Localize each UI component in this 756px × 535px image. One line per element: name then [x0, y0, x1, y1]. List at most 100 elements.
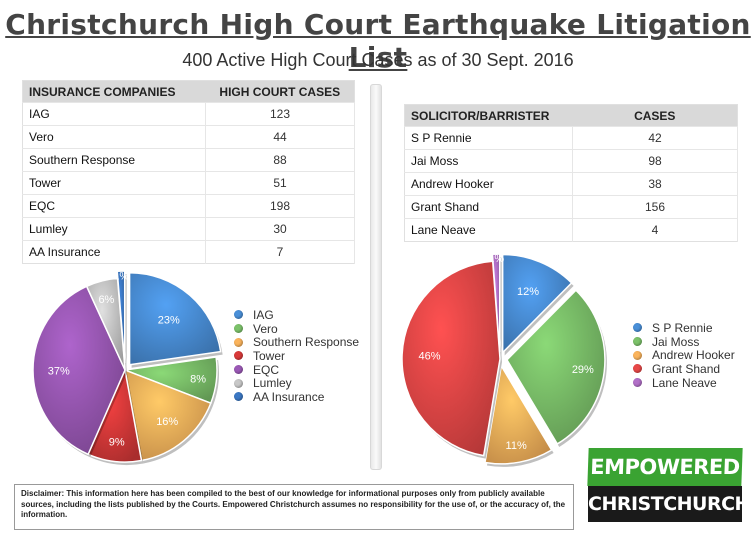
- pie-slice-aa-insurance: [116, 270, 126, 364]
- insurance-pie-chart: 23% 8% 16% 9% 37% 6% 1%: [32, 270, 223, 465]
- page-subtitle: 400 Active High Court Cases as of 30 Sep…: [182, 50, 574, 70]
- pie-label-eqc: 37%: [48, 366, 70, 378]
- pie-slice-grant-shand: [401, 260, 501, 457]
- legend-label-andrew-hooker: Andrew Hooker: [652, 348, 735, 363]
- insurance-row-southern-response: Southern Response 88: [22, 148, 355, 172]
- solicitor-header-name: SOLICITOR/BARRISTER: [404, 104, 573, 127]
- legend-swatch-andrew-hooker: [633, 350, 642, 360]
- legend-swatch-southern-response: [234, 337, 243, 347]
- pie-slice-jai-moss: [506, 289, 606, 445]
- insurance-row-lumley: Lumley 30: [22, 217, 355, 241]
- solicitor-row-grant-shand: Grant Shand 156: [404, 195, 738, 219]
- solicitor-cases-cell: 156: [572, 195, 738, 219]
- logo-line-1: EMPOWERED: [587, 448, 743, 486]
- legend-swatch-lane-neave: [633, 378, 642, 388]
- legend-swatch-aa-insurance: [234, 392, 243, 402]
- insurance-cases-cell: 123: [205, 102, 355, 126]
- solicitor-pie-chart: 12% 29% 11% 46% 1%: [401, 253, 607, 467]
- pie-label-grant-shand: 46%: [419, 351, 441, 363]
- legend-label-tower: Tower: [253, 348, 286, 363]
- legend-label-jai-moss: Jai Moss: [652, 334, 700, 349]
- pie-slice-iag: [128, 271, 222, 366]
- center-divider: [370, 84, 382, 470]
- empowered-christchurch-logo: EMPOWERED CHRISTCHURCH: [587, 448, 750, 522]
- legend-item-tower: Tower: [234, 349, 359, 363]
- pie-label-lumley: 6%: [98, 294, 114, 306]
- legend-item-andrew-hooker: Andrew Hooker: [633, 348, 735, 362]
- insurance-row-vero: Vero 44: [22, 125, 355, 149]
- insurance-companies-table: INSURANCE COMPANIES HIGH COURT CASES IAG…: [22, 80, 355, 264]
- solicitor-cases-cell: 4: [572, 218, 738, 242]
- legend-swatch-vero: [234, 324, 243, 334]
- solicitor-name-cell: Jai Moss: [404, 149, 573, 173]
- legend-item-aa-insurance: AA Insurance: [234, 390, 359, 404]
- legend-label-s-p-rennie: S P Rennie: [652, 320, 713, 335]
- insurance-cases-cell: 198: [205, 194, 355, 218]
- pie-label-lane-neave: 1%: [488, 253, 504, 265]
- pie-slice-southern-response: [124, 368, 212, 462]
- legend-item-s-p-rennie: S P Rennie: [633, 321, 735, 335]
- legend-label-lumley: Lumley: [253, 376, 292, 391]
- insurance-name-cell: Tower: [22, 171, 206, 195]
- legend-item-iag: IAG: [234, 308, 359, 322]
- insurance-row-aa-insurance: AA Insurance 7: [22, 240, 355, 264]
- solicitor-row-lane-neave: Lane Neave 4: [404, 218, 738, 242]
- legend-swatch-grant-shand: [633, 364, 642, 374]
- insurance-row-eqc: EQC 198: [22, 194, 355, 218]
- solicitor-name-cell: S P Rennie: [404, 126, 573, 150]
- solicitor-row-jai-moss: Jai Moss 98: [404, 149, 738, 173]
- solicitor-name-cell: Andrew Hooker: [404, 172, 573, 196]
- solicitor-table: SOLICITOR/BARRISTER CASES S P Rennie 42 Ja…: [404, 104, 738, 242]
- legend-item-vero: Vero: [234, 322, 359, 336]
- legend-label-grant-shand: Grant Shand: [652, 361, 721, 376]
- pie-slice-eqc: [32, 285, 126, 456]
- solicitor-cases-cell: 42: [572, 126, 738, 150]
- disclaimer-text: Disclaimer: This information here has be…: [14, 484, 574, 530]
- solicitor-cases-cell: 98: [572, 149, 738, 173]
- logo-line-2: CHRISTCHURCH: [588, 486, 750, 522]
- legend-label-southern-response: Southern Response: [253, 335, 360, 350]
- legend-label-eqc: EQC: [253, 362, 280, 377]
- legend-item-southern-response: Southern Response: [234, 335, 359, 349]
- legend-swatch-lumley: [234, 378, 243, 388]
- solicitor-name-cell: Lane Neave: [404, 218, 573, 242]
- insurance-row-tower: Tower 51: [22, 171, 355, 195]
- insurance-cases-cell: 44: [205, 125, 355, 149]
- pie-label-s-p-rennie: 12%: [517, 286, 539, 298]
- solicitor-row-s-p-rennie: S P Rennie 42: [404, 126, 738, 150]
- legend-item-lane-neave: Lane Neave: [633, 376, 735, 390]
- insurance-header-cases: HIGH COURT CASES: [205, 80, 355, 103]
- legend-label-aa-insurance: AA Insurance: [253, 389, 325, 404]
- pie-label-iag: 23%: [158, 315, 180, 327]
- insurance-name-cell: Lumley: [22, 217, 206, 241]
- legend-label-vero: Vero: [253, 321, 278, 336]
- legend-item-grant-shand: Grant Shand: [633, 362, 735, 376]
- pie-label-southern-response: 16%: [156, 416, 178, 428]
- legend-swatch-eqc: [234, 365, 243, 375]
- pie-slice-s-p-rennie: [501, 253, 573, 355]
- legend-swatch-tower: [234, 351, 243, 361]
- insurance-cases-cell: 7: [205, 240, 355, 264]
- legend-item-lumley: Lumley: [234, 376, 359, 390]
- legend-label-iag: IAG: [253, 307, 274, 322]
- insurance-name-cell: EQC: [22, 194, 206, 218]
- insurance-name-cell: AA Insurance: [22, 240, 206, 264]
- legend-label-lane-neave: Lane Neave: [652, 375, 717, 390]
- solicitor-pie-legend: S P Rennie Jai Moss Andrew Hooker Grant Sha…: [633, 321, 735, 390]
- pie-slice-lane-neave: [491, 253, 501, 353]
- insurance-header-company: INSURANCE COMPANIES: [22, 80, 206, 103]
- pie-label-tower: 9%: [109, 436, 125, 448]
- insurance-name-cell: IAG: [22, 102, 206, 126]
- page-title: Christchurch High Court Earthquake Litig…: [5, 8, 751, 74]
- insurance-name-cell: Vero: [22, 125, 206, 149]
- insurance-pie-legend: IAG Vero Southern Response Tower EQC Lumley AA…: [234, 308, 359, 404]
- pie-label-andrew-hooker: 11%: [506, 440, 527, 452]
- legend-item-eqc: EQC: [234, 363, 359, 377]
- solicitor-row-andrew-hooker: Andrew Hooker 38: [404, 172, 738, 196]
- pie-label-aa-insurance: 1%: [113, 271, 129, 283]
- pie-label-vero: 8%: [190, 373, 206, 385]
- pie-label-jai-moss: 29%: [572, 364, 594, 376]
- solicitor-name-cell: Grant Shand: [404, 195, 573, 219]
- solicitor-header-cases: CASES: [572, 104, 738, 127]
- insurance-cases-cell: 30: [205, 217, 355, 241]
